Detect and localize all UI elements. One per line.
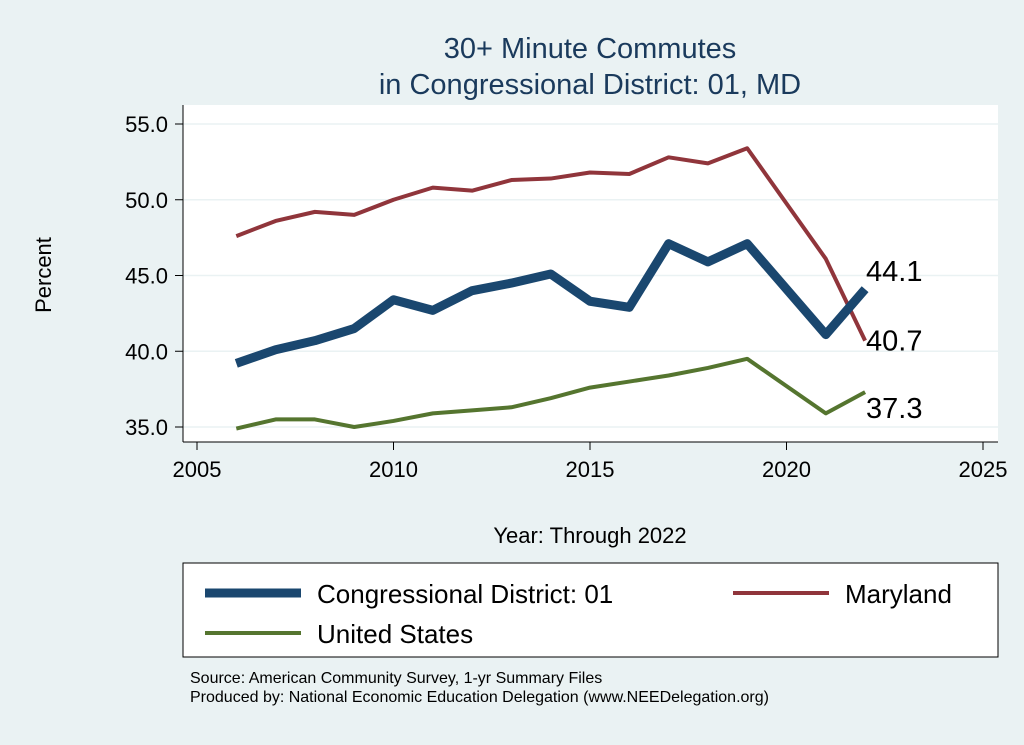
produced-by-note: Produced by: National Economic Education… <box>190 689 769 706</box>
legend-label-2: United States <box>317 619 473 649</box>
end-label-0: 44.1 <box>866 256 922 288</box>
y-tick-label: 45.0 <box>125 264 168 289</box>
end-label-2: 37.3 <box>866 393 922 425</box>
chart-title-line-1: 30+ Minute Commutes <box>444 33 737 65</box>
x-tick-label: 2025 <box>959 457 1008 482</box>
series-line-1 <box>235 146 867 342</box>
legend <box>182 562 999 658</box>
x-axis-label: Year: Through 2022 <box>493 523 686 548</box>
series-line-2 <box>235 356 867 431</box>
y-tick-label: 40.0 <box>125 339 168 364</box>
source-note: Source: American Community Survey, 1-yr … <box>190 670 603 687</box>
end-label-1: 40.7 <box>866 326 922 358</box>
legend-label-0: Congressional District: 01 <box>317 579 613 609</box>
y-tick-label: 35.0 <box>125 415 168 440</box>
y-tick-label: 50.0 <box>125 188 168 213</box>
x-tick-label: 2010 <box>369 457 418 482</box>
x-tick-label: 2015 <box>566 457 615 482</box>
chart-notes: Source: American Community Survey, 1-yr … <box>190 669 769 707</box>
x-tick-label: 2005 <box>173 457 222 482</box>
y-tick-label: 55.0 <box>125 112 168 137</box>
x-tick-label: 2020 <box>762 457 811 482</box>
y-axis-label: Percent <box>31 237 56 313</box>
chart-title-line-2: in Congressional District: 01, MD <box>379 69 801 101</box>
legend-label-1: Maryland <box>845 579 952 609</box>
series-line-0 <box>234 239 869 368</box>
